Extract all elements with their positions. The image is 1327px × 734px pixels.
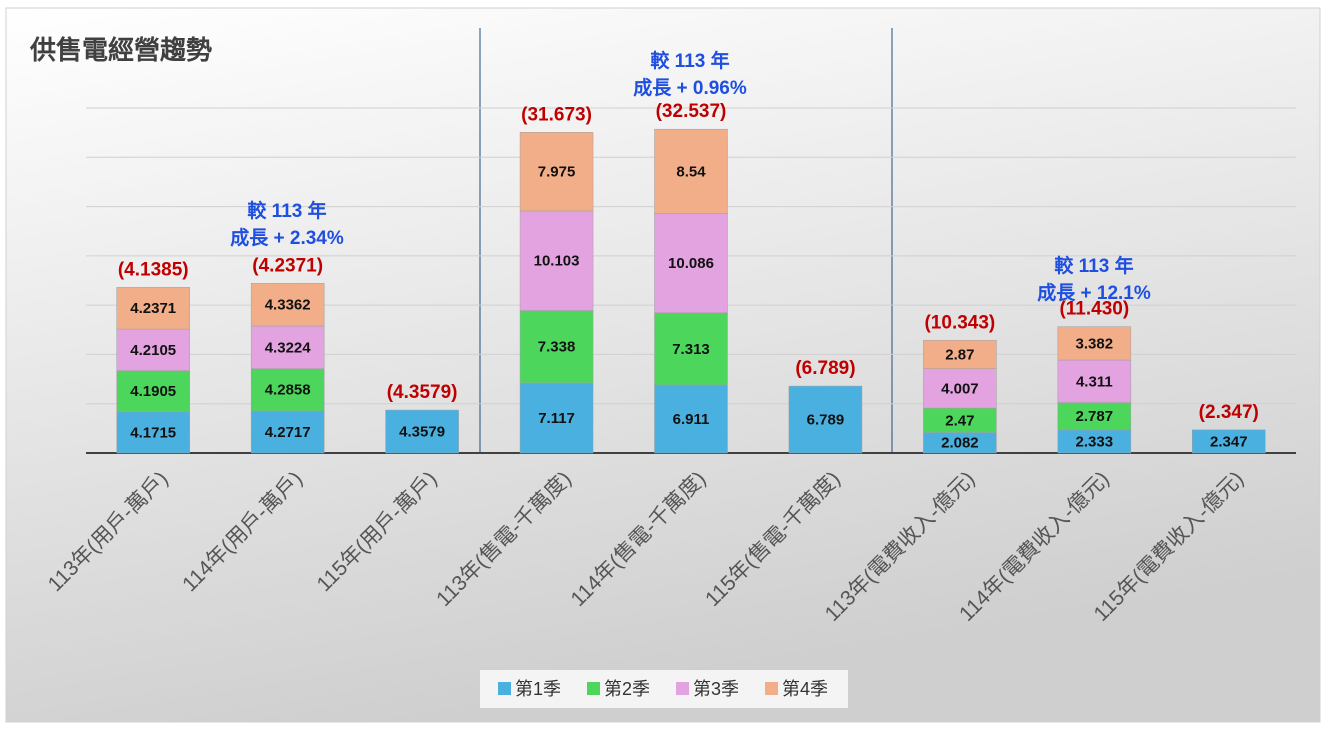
growth-annotation: 成長 + 0.96% (633, 76, 747, 99)
data-label: 7.313 (672, 341, 710, 358)
bar-segment (250, 325, 325, 369)
data-label: 4.1905 (130, 383, 176, 400)
bar-segment (654, 213, 728, 314)
total-label: (2.347) (1199, 402, 1259, 423)
legend-swatch (676, 682, 689, 695)
bar-segment (519, 132, 594, 212)
legend-label: 第3季 (693, 679, 739, 699)
data-label: 2.87 (945, 346, 974, 363)
bar-segment (116, 411, 190, 454)
bar-segment (654, 384, 728, 454)
bar-segment (519, 310, 594, 384)
total-label: (4.2371) (252, 255, 323, 276)
total-label: (10.343) (924, 312, 995, 333)
legend-label: 第1季 (515, 679, 561, 699)
bar-segment (654, 128, 728, 214)
total-label: (4.3579) (387, 382, 458, 403)
data-label: 7.117 (538, 410, 575, 427)
total-label: (4.1385) (118, 259, 189, 280)
data-label: 4.2717 (265, 424, 311, 441)
bar-segment (116, 328, 190, 371)
bar-segment (519, 210, 594, 311)
legend-swatch (587, 682, 600, 695)
data-label: 3.382 (1076, 335, 1114, 352)
data-label: 4.3579 (399, 423, 445, 440)
total-label: (11.430) (1059, 299, 1129, 320)
total-label: (6.789) (795, 358, 855, 379)
data-label: 4.2858 (265, 382, 311, 399)
data-label: 4.3224 (265, 339, 312, 356)
data-label: 4.1715 (130, 424, 176, 441)
legend (480, 670, 848, 708)
total-label: (32.537) (656, 101, 727, 122)
data-label: 2.787 (1076, 408, 1114, 425)
growth-annotation: 較 113 年 (247, 199, 326, 222)
chart-title: 供售電經營趨勢 (29, 35, 212, 65)
bar-segment (923, 407, 997, 433)
growth-annotation: 成長 + 12.1% (1037, 281, 1151, 304)
bar-segment (923, 340, 997, 369)
bar-segment (250, 410, 325, 454)
bar-segment (250, 368, 325, 412)
bar-segment (116, 287, 190, 330)
data-label: 2.347 (1210, 433, 1248, 450)
growth-annotation: 成長 + 2.34% (230, 226, 344, 249)
legend-swatch (765, 682, 778, 695)
data-label: 10.103 (534, 253, 580, 270)
data-label: 6.911 (673, 411, 710, 428)
bar-segment (1057, 402, 1132, 431)
growth-annotation: 較 113 年 (650, 49, 729, 72)
bar-segment (788, 385, 863, 454)
bar-segment (923, 368, 997, 409)
legend-label: 第2季 (604, 679, 650, 699)
data-label: 4.3362 (265, 297, 311, 314)
data-label: 8.54 (676, 163, 706, 180)
total-label: (31.673) (521, 104, 592, 125)
data-label: 6.789 (807, 412, 845, 429)
bar-segment (250, 283, 325, 327)
data-label: 4.2371 (130, 300, 176, 317)
bar-segment (519, 382, 594, 454)
growth-annotation: 較 113 年 (1054, 254, 1133, 277)
data-label: 10.086 (668, 255, 714, 272)
data-label: 2.082 (941, 435, 979, 452)
legend-label: 第4季 (782, 679, 828, 699)
bar-segment (116, 370, 190, 413)
data-label: 7.338 (538, 339, 576, 356)
bar-segment (1057, 326, 1132, 361)
bar-segment (654, 312, 728, 386)
data-label: 4.311 (1076, 373, 1113, 390)
data-label: 7.975 (538, 164, 576, 181)
bar-segment (385, 409, 459, 454)
data-label: 4.007 (941, 380, 979, 397)
data-label: 2.333 (1076, 433, 1114, 450)
bar-segment (1192, 429, 1266, 454)
data-label: 2.47 (945, 412, 974, 429)
data-label: 4.2105 (130, 342, 176, 359)
legend-swatch (498, 682, 511, 695)
